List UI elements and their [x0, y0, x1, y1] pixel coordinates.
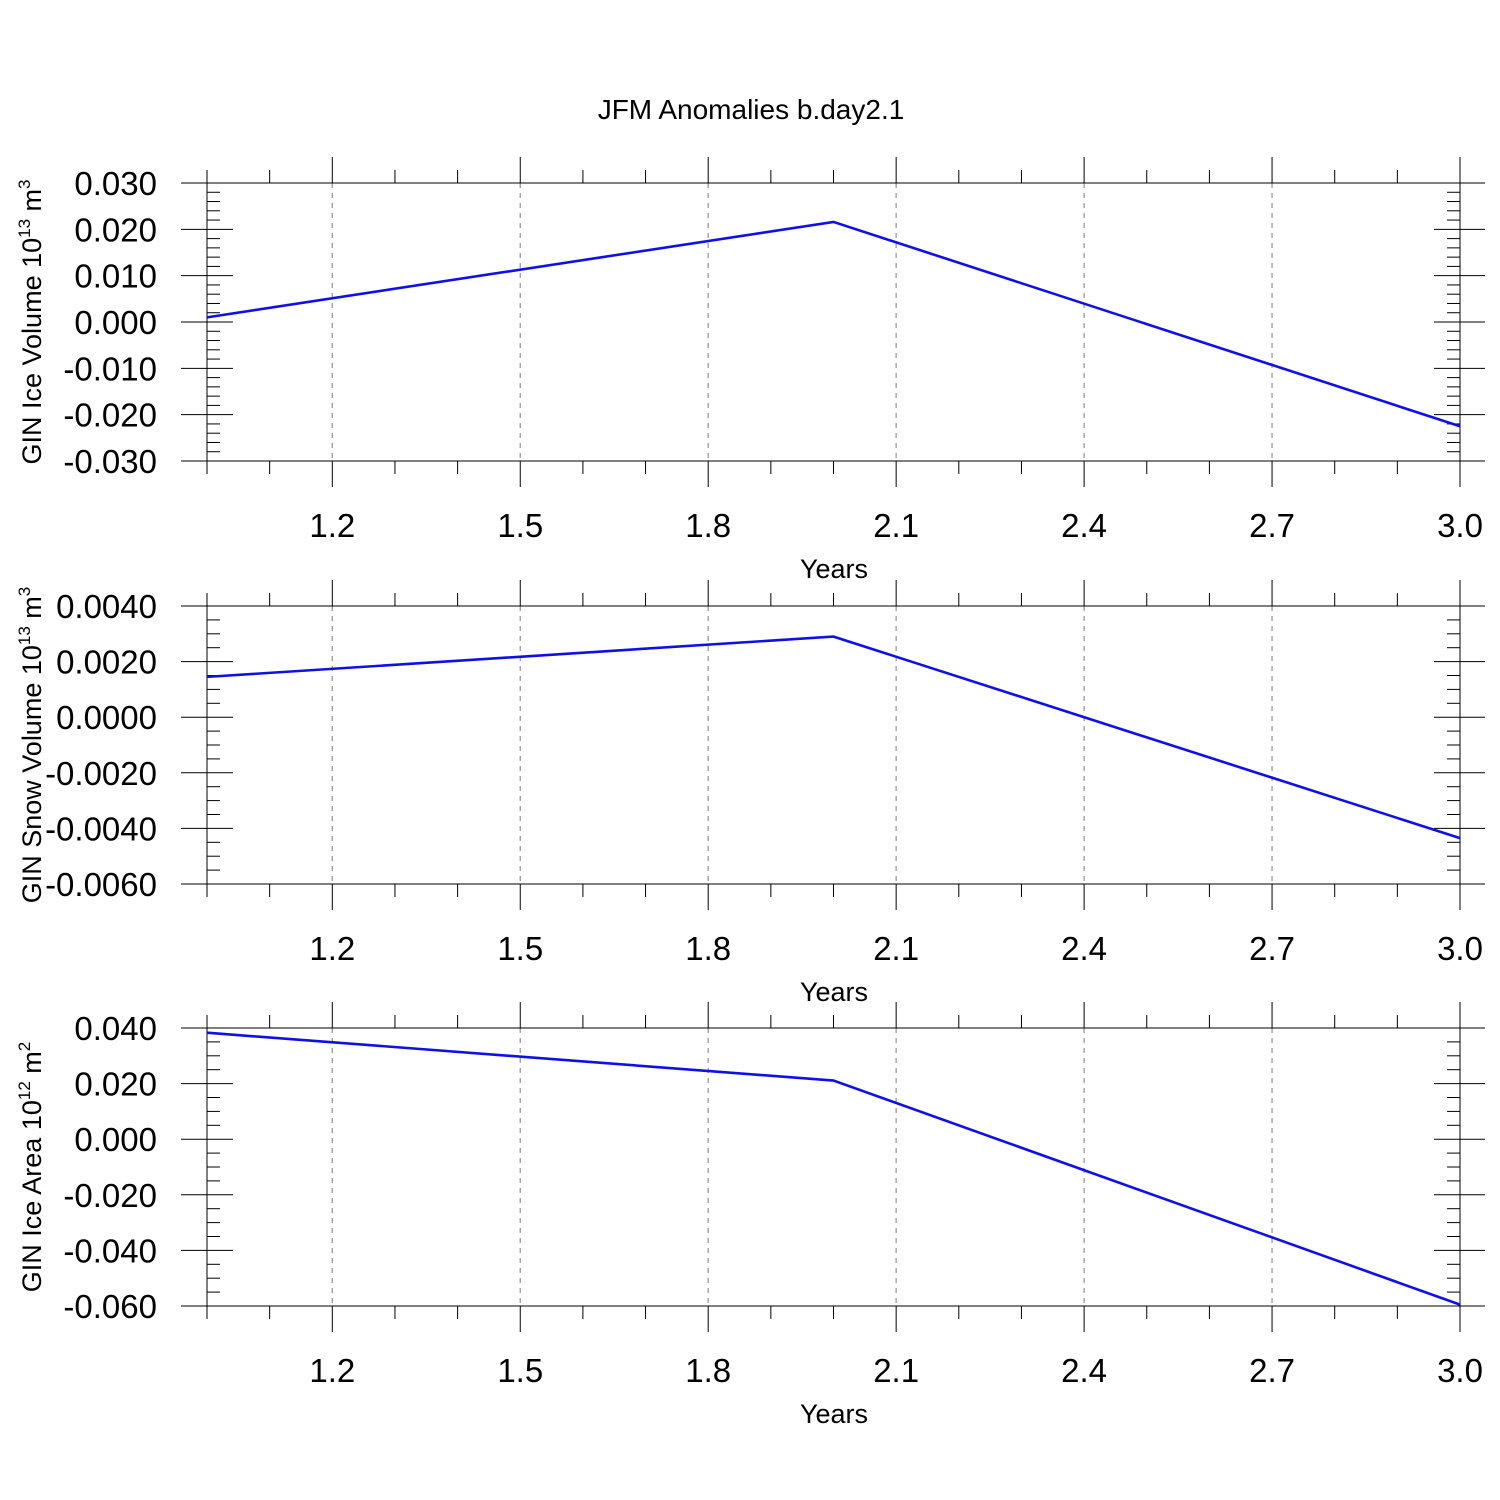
chart-1-x-tick-label: 1.8: [685, 507, 731, 544]
chart-1-y-tick-label: -0.030: [63, 443, 157, 480]
chart-1-ylabel: GIN Ice Volume 1013 m3: [15, 179, 47, 464]
chart-2-x-tick-label: 2.4: [1061, 930, 1107, 967]
chart-3-y-tick-label: 0.000: [74, 1121, 157, 1158]
chart-3-x-tick-label: 2.7: [1249, 1352, 1295, 1389]
chart-2-x-tick-label: 1.8: [685, 930, 731, 967]
chart-3-y-tick-label: 0.040: [74, 1010, 157, 1047]
chart-2-x-tick-label: 1.2: [309, 930, 355, 967]
chart-2-y-tick-label: -0.0060: [45, 866, 157, 903]
chart-title: JFM Anomalies b.day2.1: [598, 94, 905, 125]
chart-3-ylabel-unit: m: [17, 1051, 47, 1081]
chart-2-xlabel: Years: [800, 977, 868, 1007]
chart-1-y-tick-label: 0.000: [74, 304, 157, 341]
chart-1-y-tick-label: 0.020: [74, 211, 157, 248]
chart-1-x-tick-label: 2.1: [873, 507, 919, 544]
chart-2-x-tick-label: 2.7: [1249, 930, 1295, 967]
chart-2-x-tick-label: 3.0: [1437, 930, 1483, 967]
chart-3: 1.2 1.5 1.8 2.1 2.4 2.7 3.0 0.040 0.020 0.000 -0.0…: [15, 1002, 1485, 1429]
chart-2-y-tick-label: 0.0040: [56, 588, 157, 625]
chart-3-y-tick-label: -0.020: [63, 1177, 157, 1214]
chart-3-x-tick-label: 2.4: [1061, 1352, 1107, 1389]
chart-1-ylabel-unit: m: [17, 189, 47, 219]
chart-3-y-tick-label: -0.040: [63, 1232, 157, 1269]
chart-3-xlabel: Years: [800, 1399, 868, 1429]
chart-2-x-tick-label: 2.1: [873, 930, 919, 967]
chart-1-ylabel-unit-exp: 3: [15, 179, 34, 188]
chart-3-x-tick-label: 1.5: [497, 1352, 543, 1389]
chart-2-ylabel-exp: 13: [15, 626, 34, 645]
chart-3-ylabel-exp: 12: [15, 1081, 34, 1100]
chart-3-ylabel-unit-exp: 2: [15, 1042, 34, 1051]
chart-2-y-tick-label: 0.0020: [56, 644, 157, 681]
chart-3-y-tick-label: -0.060: [63, 1288, 157, 1325]
chart-2-x-tick-label: 1.5: [497, 930, 543, 967]
chart-3-ylabel: GIN Ice Area 1012 m2: [15, 1042, 47, 1293]
chart-3-x-tick-label: 1.2: [309, 1352, 355, 1389]
chart-1-y-tick-label: 0.010: [74, 258, 157, 295]
chart-2: 1.2 1.5 1.8 2.1 2.4 2.7 3.0 0.0040 0.0020 0.0000 -…: [15, 580, 1485, 1007]
chart-3-x-tick-label: 3.0: [1437, 1352, 1483, 1389]
chart-3-ylabel-text: GIN Ice Area 10: [17, 1100, 47, 1292]
chart-1-x-tick-label: 1.2: [309, 507, 355, 544]
chart-1-y-tick-label: 0.030: [74, 165, 157, 202]
chart-1-ylabel-exp: 13: [15, 219, 34, 238]
chart-1-x-tick-label: 2.7: [1249, 507, 1295, 544]
chart-3-x-tick-label: 2.1: [873, 1352, 919, 1389]
chart-1-x-tick-label: 1.5: [497, 507, 543, 544]
chart-2-y-tick-label: -0.0040: [45, 810, 157, 847]
chart-2-y-tick-label: -0.0020: [45, 755, 157, 792]
chart-1-y-tick-label: -0.010: [63, 350, 157, 387]
chart-2-y-tick-label: 0.0000: [56, 699, 157, 736]
chart-2-ylabel-unit: m: [17, 596, 47, 626]
chart-1-ylabel-text: GIN Ice Volume 10: [17, 238, 47, 465]
chart-1: 1.2 1.5 1.8 2.1 2.4 2.7 3.0 0.030 0.020 0.010 0.00…: [15, 157, 1485, 584]
chart-3-x-tick-label: 1.8: [685, 1352, 731, 1389]
chart-2-ylabel: GIN Snow Volume 1013 m3: [15, 587, 47, 904]
chart-1-x-tick-label: 2.4: [1061, 507, 1107, 544]
chart-3-y-tick-label: 0.020: [74, 1066, 157, 1103]
chart-1-x-tick-label: 3.0: [1437, 507, 1483, 544]
chart-2-ylabel-unit-exp: 3: [15, 587, 34, 596]
chart-1-xlabel: Years: [800, 554, 868, 584]
chart-1-y-tick-label: -0.020: [63, 397, 157, 434]
chart-2-ylabel-text: GIN Snow Volume 10: [17, 645, 47, 903]
